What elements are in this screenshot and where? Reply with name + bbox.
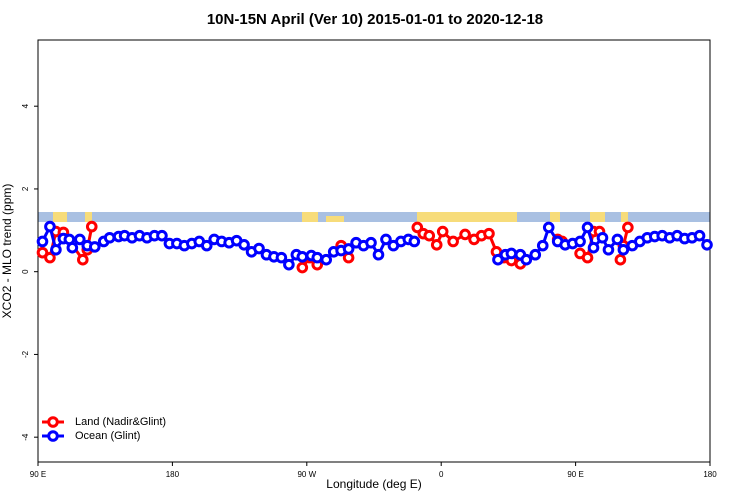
data-point — [701, 238, 713, 251]
data-point — [581, 221, 594, 234]
data-point — [459, 228, 471, 241]
data-point — [77, 253, 89, 266]
y-axis-label: XCO2 - MLO trend (ppm) — [0, 184, 14, 319]
y-tick-label: -2 — [21, 350, 30, 358]
data-point — [320, 253, 333, 266]
data-point — [581, 251, 594, 264]
data-point — [44, 220, 56, 233]
legend-label: Ocean (Glint) — [75, 430, 140, 442]
data-point — [365, 236, 377, 249]
data-point — [602, 243, 615, 256]
data-point — [103, 231, 116, 244]
data-point — [36, 246, 49, 259]
land-patch — [590, 212, 605, 222]
data-point — [296, 250, 309, 263]
data-point — [430, 238, 443, 251]
x-tick-label: 90 E — [567, 470, 583, 479]
y-tick-label: 2 — [21, 186, 30, 191]
x-axis-label: Longitude (deg E) — [326, 477, 421, 491]
data-point — [611, 233, 624, 246]
x-tick-label: 90 W — [297, 470, 316, 479]
chart-title: 10N-15N April (Ver 10) 2015-01-01 to 202… — [207, 11, 543, 28]
data-point — [311, 251, 324, 264]
data-point — [483, 227, 495, 240]
land-patch — [550, 212, 560, 222]
data-point — [536, 239, 549, 252]
data-point — [423, 229, 436, 242]
land-patch — [417, 212, 517, 222]
data-point — [283, 258, 295, 271]
data-point — [88, 241, 101, 253]
data-point — [200, 239, 213, 252]
legend-marker — [47, 430, 59, 442]
data-point — [574, 235, 586, 248]
data-point — [617, 243, 630, 256]
x-tick-label: 180 — [166, 470, 180, 479]
data-point — [36, 235, 49, 248]
data-point — [693, 229, 706, 242]
y-tick-label: 0 — [21, 269, 30, 274]
data-point — [66, 241, 79, 254]
land-patch — [326, 216, 344, 222]
y-tick-label: -4 — [21, 433, 30, 441]
data-point — [529, 248, 542, 261]
x-tick-label: 90 E — [30, 470, 46, 479]
data-point — [587, 241, 600, 254]
data-point — [372, 248, 385, 261]
data-point — [614, 253, 627, 266]
x-tick-label: 0 — [439, 470, 444, 479]
data-point — [296, 261, 309, 274]
data-point — [253, 242, 265, 255]
land-patch — [621, 212, 628, 222]
y-tick-label: 4 — [21, 103, 30, 108]
data-point — [50, 243, 62, 256]
land-patch — [53, 212, 67, 222]
land-mask-band — [38, 212, 710, 222]
data-point — [74, 233, 86, 246]
data-point — [520, 253, 533, 266]
data-point — [275, 251, 288, 264]
data-point — [156, 229, 168, 242]
legend-label: Land (Nadir&Glint) — [75, 416, 166, 428]
legend-marker — [47, 416, 59, 428]
data-point — [238, 238, 250, 251]
data-point — [622, 221, 634, 234]
ocean-strip — [38, 212, 710, 222]
data-point — [380, 233, 392, 246]
land-patch — [302, 212, 318, 222]
data-point — [505, 247, 518, 260]
land-patch — [85, 212, 92, 222]
data-point — [542, 221, 555, 234]
data-point — [408, 235, 421, 248]
x-tick-label: 180 — [703, 470, 717, 479]
data-point — [492, 253, 504, 266]
data-point — [342, 243, 355, 255]
data-point — [596, 231, 609, 244]
data-point — [85, 220, 98, 233]
data-point — [447, 235, 459, 248]
data-point — [44, 251, 56, 264]
data-point — [436, 225, 449, 238]
